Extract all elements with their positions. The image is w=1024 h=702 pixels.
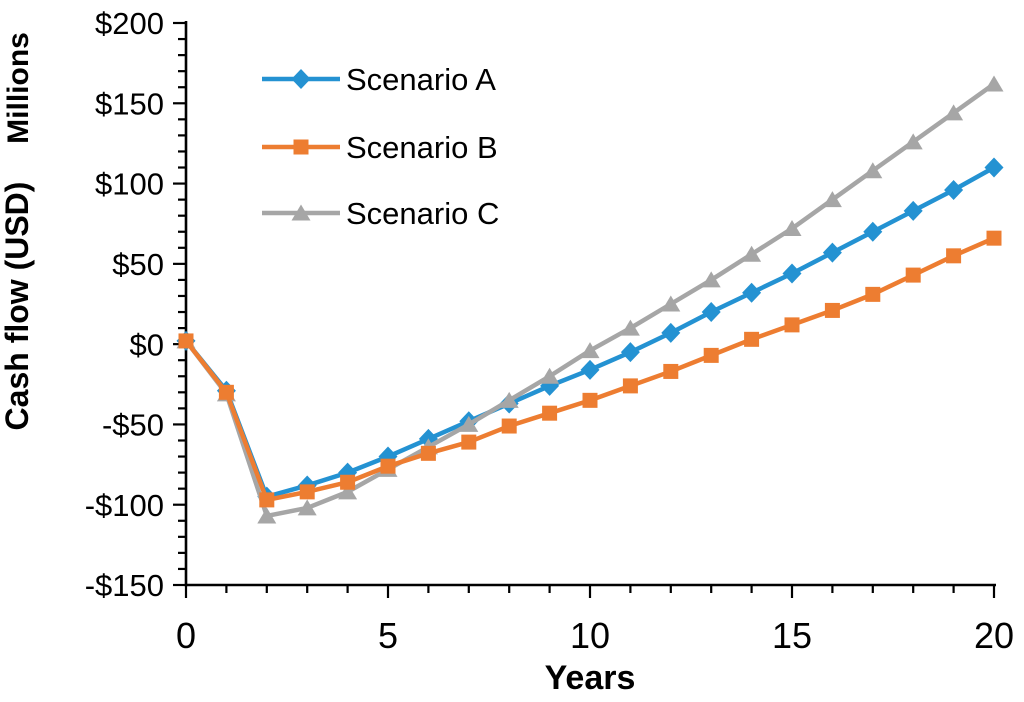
y-tick-label: $50 bbox=[112, 247, 164, 282]
y-axis-units-title: Millions bbox=[2, 32, 35, 144]
legend-diamond-icon bbox=[291, 69, 311, 89]
square-marker-scenario-b bbox=[299, 484, 315, 500]
diamond-marker-scenario-a bbox=[620, 342, 640, 363]
square-marker-scenario-b bbox=[986, 230, 1002, 246]
square-marker-scenario-b bbox=[946, 248, 962, 264]
square-marker-scenario-b bbox=[663, 363, 679, 379]
triangle-marker-scenario-c bbox=[338, 483, 358, 500]
triangle-marker-scenario-c bbox=[701, 271, 721, 288]
square-marker-scenario-b bbox=[501, 418, 517, 434]
triangle-marker-scenario-c bbox=[863, 162, 883, 179]
triangle-marker-scenario-c bbox=[540, 367, 560, 384]
triangle-marker-scenario-c bbox=[944, 104, 964, 121]
square-marker-scenario-b bbox=[905, 267, 921, 283]
legend-label-scenario-b: Scenario B bbox=[346, 130, 498, 165]
square-marker-scenario-b bbox=[582, 392, 598, 408]
triangle-marker-scenario-c bbox=[661, 295, 681, 312]
diamond-marker-scenario-a bbox=[742, 282, 762, 303]
x-tick-label: 15 bbox=[772, 615, 812, 656]
x-tick-label: 5 bbox=[378, 615, 398, 656]
square-marker-scenario-b bbox=[218, 384, 234, 400]
diamond-marker-scenario-a bbox=[782, 263, 802, 284]
triangle-marker-scenario-c bbox=[822, 191, 842, 208]
y-tick-label: $100 bbox=[95, 167, 164, 202]
legend-square-icon bbox=[293, 139, 309, 155]
diamond-marker-scenario-a bbox=[984, 157, 1004, 178]
series-scenario-b bbox=[178, 230, 1002, 508]
y-tick-label: -$100 bbox=[85, 488, 164, 523]
legend-item-scenario-c: Scenario C bbox=[262, 196, 499, 231]
legend-label-scenario-a: Scenario A bbox=[346, 62, 496, 97]
square-marker-scenario-b bbox=[380, 458, 396, 474]
square-marker-scenario-b bbox=[744, 331, 760, 347]
y-axis-title: Cash flow (USD) bbox=[0, 182, 35, 431]
square-marker-scenario-b bbox=[461, 434, 477, 450]
square-marker-scenario-b bbox=[824, 302, 840, 318]
diamond-marker-scenario-a bbox=[661, 322, 681, 343]
legend-label-scenario-c: Scenario C bbox=[346, 196, 499, 231]
x-tick-label: 10 bbox=[570, 615, 610, 656]
legend-item-scenario-b: Scenario B bbox=[262, 130, 498, 165]
y-tick-label: -$150 bbox=[85, 568, 164, 603]
diamond-marker-scenario-a bbox=[903, 200, 923, 221]
diamond-marker-scenario-a bbox=[944, 179, 964, 200]
legend: Scenario A Scenario B Scenario C bbox=[262, 62, 499, 231]
x-axis: 0 5 10 15 20 bbox=[176, 585, 1014, 656]
square-marker-scenario-b bbox=[259, 492, 275, 508]
diamond-marker-scenario-a bbox=[863, 221, 883, 242]
triangle-marker-scenario-c bbox=[620, 319, 640, 336]
triangle-marker-scenario-c bbox=[742, 245, 762, 262]
y-axis: $200 $150 $100 $50 $0 -$50 -$100 -$150 bbox=[85, 6, 186, 603]
square-marker-scenario-b bbox=[784, 317, 800, 333]
y-tick-label: $0 bbox=[130, 327, 164, 362]
diamond-marker-scenario-a bbox=[822, 242, 842, 263]
triangle-marker-scenario-c bbox=[297, 499, 317, 516]
x-tick-label: 20 bbox=[974, 615, 1014, 656]
square-marker-scenario-b bbox=[865, 286, 881, 302]
legend-item-scenario-a: Scenario A bbox=[262, 62, 496, 97]
square-marker-scenario-b bbox=[542, 405, 558, 421]
diamond-marker-scenario-a bbox=[701, 302, 721, 323]
square-marker-scenario-b bbox=[178, 333, 194, 349]
triangle-marker-scenario-c bbox=[984, 75, 1004, 92]
square-marker-scenario-b bbox=[703, 347, 719, 363]
triangle-marker-scenario-c bbox=[499, 391, 519, 408]
y-tick-label: $200 bbox=[95, 6, 164, 41]
square-marker-scenario-b bbox=[420, 445, 436, 461]
triangle-marker-scenario-c bbox=[782, 220, 802, 237]
legend-triangle-icon bbox=[291, 204, 311, 221]
y-tick-label: $150 bbox=[95, 86, 164, 121]
triangle-marker-scenario-c bbox=[459, 415, 479, 432]
x-axis-title: Years bbox=[545, 659, 636, 697]
square-marker-scenario-b bbox=[340, 474, 356, 490]
triangle-marker-scenario-c bbox=[580, 342, 600, 359]
diamond-marker-scenario-a bbox=[580, 359, 600, 380]
y-tick-label: -$50 bbox=[102, 408, 164, 443]
x-tick-label: 0 bbox=[176, 615, 196, 656]
triangle-marker-scenario-c bbox=[903, 133, 923, 150]
square-marker-scenario-b bbox=[622, 378, 638, 394]
triangle-marker-scenario-c bbox=[257, 507, 277, 524]
